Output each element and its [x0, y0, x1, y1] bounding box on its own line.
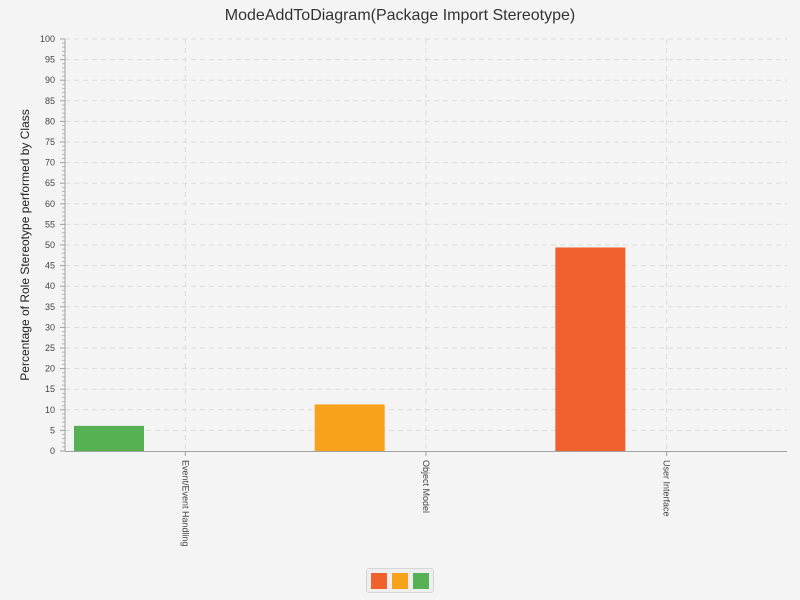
chart-title: ModeAddToDiagram(Package Import Stereoty… — [224, 7, 576, 24]
y-tick-label: 75 — [45, 137, 55, 147]
y-tick-label: 5 — [50, 425, 55, 435]
category-label: User Interface — [662, 460, 672, 517]
y-tick-label: 65 — [45, 178, 55, 188]
y-tick-label: 60 — [45, 199, 55, 209]
y-tick-label: 50 — [45, 240, 55, 250]
bars — [74, 247, 626, 451]
y-tick-label: 25 — [45, 343, 55, 353]
y-tick-label: 80 — [45, 116, 55, 126]
bar — [555, 247, 626, 451]
y-tick-label: 20 — [45, 364, 55, 374]
legend-swatch — [413, 572, 429, 589]
grid-lines — [65, 38, 787, 451]
category-label: Event/Event Handling — [180, 460, 190, 547]
y-tick-label: 30 — [45, 322, 55, 332]
y-tick-label: 100 — [40, 34, 55, 44]
y-tick-label: 55 — [45, 219, 55, 229]
y-tick-label: 95 — [45, 55, 55, 65]
y-axis-title: Percentage of Role Stereotype performed … — [18, 109, 32, 380]
category-label: Object Model — [421, 460, 431, 513]
y-tick-label: 10 — [45, 405, 55, 415]
y-tick-label: 90 — [45, 75, 55, 85]
axes: 0 5 10 15 20 25 30 35 40 45 50 55 60 65 70 75 80 85 90 95 10… — [40, 34, 787, 547]
bar — [314, 404, 385, 451]
y-tick-label: 45 — [45, 261, 55, 271]
y-tick-label: 40 — [45, 281, 55, 291]
y-tick-label: 70 — [45, 158, 55, 168]
legend-swatch — [371, 572, 387, 589]
legend — [366, 568, 434, 593]
bar — [74, 425, 144, 451]
y-tick-label: 15 — [45, 384, 55, 394]
y-tick-label: 0 — [50, 446, 55, 456]
y-tick-label: 85 — [45, 96, 55, 106]
legend-swatch — [392, 572, 408, 589]
y-tick-label: 35 — [45, 302, 55, 312]
